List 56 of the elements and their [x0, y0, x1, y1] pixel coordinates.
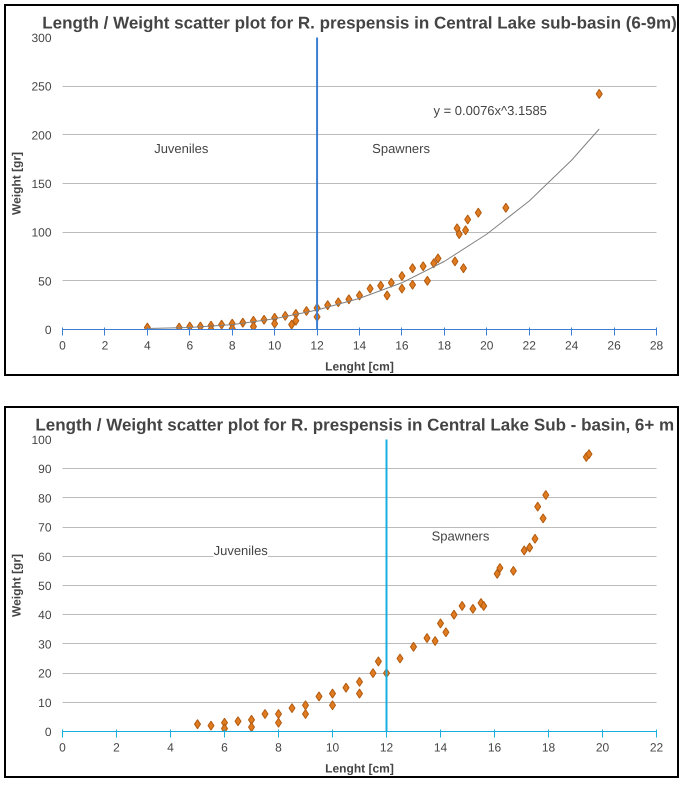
x-tick-label: 12 — [310, 338, 324, 352]
x-axis-title: Lenght [cm] — [325, 762, 394, 776]
x-tick-label: 24 — [564, 338, 579, 352]
x-tick-label: 12 — [380, 740, 394, 754]
annotation: Juveniles — [154, 140, 209, 156]
x-tick-label: 16 — [488, 740, 502, 754]
y-tick-label: 0 — [44, 725, 52, 739]
x-tick-label: 28 — [650, 338, 664, 352]
y-tick-label: 50 — [38, 579, 52, 593]
x-tick-label: 14 — [434, 740, 448, 754]
x-tick-label: 18 — [438, 338, 452, 352]
chart-title: Length / Weight scatter plot for R. prespensis in Central Lake sub-basin (6-9m) — [42, 14, 677, 32]
x-tick-label: 10 — [326, 740, 340, 754]
x-tick-label: 8 — [275, 740, 282, 754]
x-axis-title: Lenght [cm] — [325, 360, 394, 374]
y-tick-label: 10 — [38, 696, 52, 710]
y-tick-label: 150 — [31, 177, 52, 191]
y-tick-label: 0 — [44, 323, 52, 337]
x-tick-label: 14 — [352, 338, 366, 352]
x-tick-label: 16 — [395, 338, 409, 352]
x-tick-label: 20 — [480, 338, 494, 352]
x-tick-label: 20 — [596, 740, 610, 754]
y-axis-title: Weight [gr] — [9, 554, 24, 618]
annotation: Juveniles — [214, 542, 268, 558]
y-tick-label: 250 — [31, 80, 52, 94]
x-tick-label: 6 — [186, 338, 194, 352]
x-tick-label: 18 — [542, 740, 556, 754]
x-tick-label: 2 — [113, 740, 120, 754]
x-tick-label: 10 — [268, 338, 282, 352]
y-tick-label: 50 — [38, 274, 52, 288]
x-tick-label: 6 — [221, 740, 228, 754]
annotation: Spawners — [432, 528, 490, 544]
y-tick-label: 90 — [38, 462, 52, 476]
x-tick-label: 26 — [607, 338, 622, 352]
annotation: Spawners — [372, 140, 430, 156]
y-tick-label: 40 — [38, 608, 52, 622]
chart-title: Length / Weight scatter plot for R. prespensis in Central Lake Sub - basin, 6+ m — [35, 416, 674, 434]
y-tick-label: 200 — [31, 128, 52, 142]
x-tick-label: 22 — [650, 740, 664, 754]
x-tick-label: 0 — [59, 338, 66, 352]
y-tick-label: 80 — [38, 491, 52, 506]
y-tick-label: 300 — [31, 31, 52, 45]
y-tick-label: 20 — [38, 666, 52, 681]
y-tick-label: 60 — [38, 550, 52, 564]
y-tick-label: 30 — [38, 637, 52, 652]
y-tick-label: 100 — [31, 226, 52, 240]
y-axis-title: Weight [gr] — [9, 152, 24, 216]
x-tick-label: 8 — [228, 338, 236, 352]
x-tick-label: 4 — [167, 740, 174, 754]
y-tick-label: 100 — [31, 433, 52, 447]
x-tick-label: 2 — [102, 338, 109, 352]
x-tick-label: 0 — [59, 740, 66, 754]
x-tick-label: 4 — [144, 338, 152, 352]
y-tick-label: 70 — [38, 520, 52, 535]
x-tick-label: 22 — [522, 338, 536, 352]
annotation: y = 0.0076x^3.1585 — [433, 103, 547, 118]
